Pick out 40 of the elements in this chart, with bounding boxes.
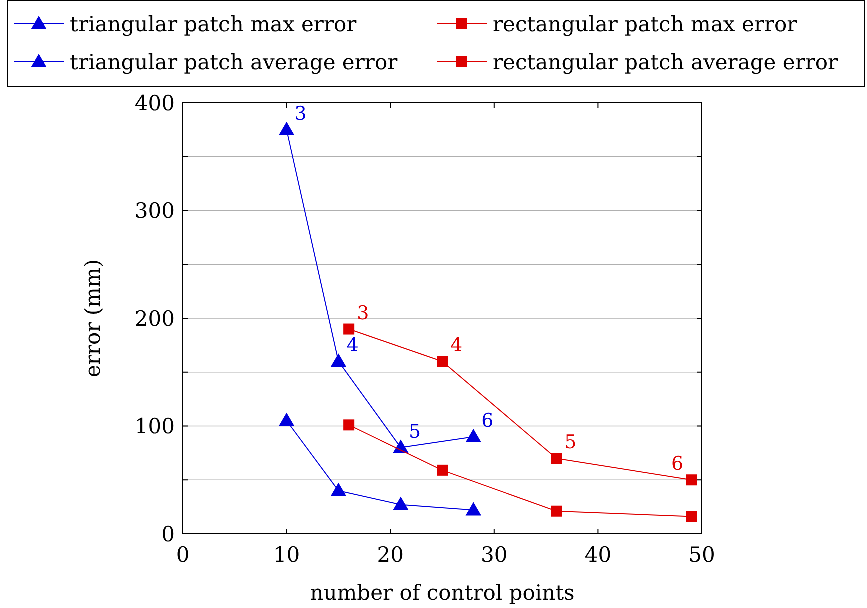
- x-tick-label: 20: [377, 543, 404, 567]
- x-axis-title: number of control points: [310, 581, 575, 605]
- point: [466, 502, 482, 516]
- annotation: 6: [672, 453, 684, 476]
- y-tick-label: 200: [134, 306, 175, 331]
- y-tick-label: 400: [134, 91, 175, 116]
- legend-label: rectangular patch max error: [493, 12, 798, 36]
- legend-label: rectangular patch average error: [493, 50, 840, 74]
- point: [686, 511, 698, 522]
- legend-label: triangular patch average error: [70, 50, 399, 74]
- y-tick-label: 300: [134, 199, 175, 224]
- point: [393, 497, 408, 510]
- point: [466, 430, 482, 443]
- point: [686, 474, 698, 486]
- y-axis-title: error (mm): [81, 259, 105, 378]
- point: [279, 413, 294, 426]
- annotation: 4: [450, 334, 463, 357]
- annotation: 5: [408, 420, 422, 443]
- point: [344, 324, 355, 335]
- annotation: 4: [346, 334, 359, 357]
- y-tick-label: 100: [134, 414, 175, 439]
- point: [551, 453, 562, 464]
- point: [437, 464, 448, 476]
- y-tick-label: 0: [162, 522, 175, 546]
- x-tick-label: 30: [481, 543, 508, 567]
- legend-label: triangular patch max error: [70, 12, 358, 36]
- x-tick-label: 0: [176, 543, 190, 567]
- point: [437, 356, 448, 368]
- point: [331, 354, 346, 368]
- annotation: 3: [357, 302, 370, 324]
- annotation: 3: [294, 102, 307, 125]
- point: [331, 483, 346, 496]
- annotation: 6: [482, 410, 494, 432]
- point: [279, 122, 294, 136]
- x-tick-label: 40: [584, 543, 612, 567]
- x-tick-label: 50: [688, 543, 716, 567]
- point: [344, 420, 355, 431]
- annotation: 5: [564, 432, 577, 454]
- x-tick-label: 10: [273, 543, 300, 567]
- point: [551, 506, 562, 517]
